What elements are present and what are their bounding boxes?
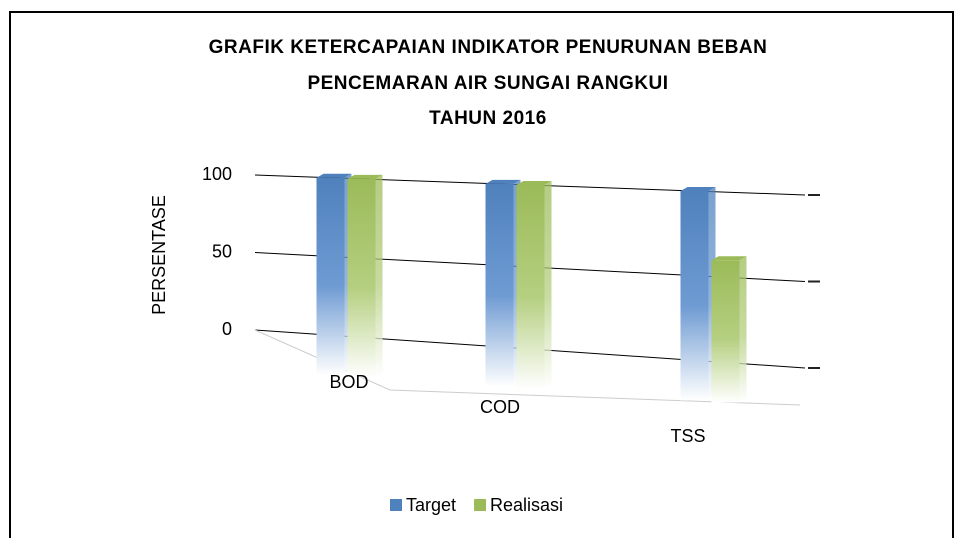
bar-top <box>680 186 716 191</box>
legend-swatch <box>390 499 402 511</box>
bar-front <box>680 190 709 401</box>
legend-swatch <box>474 499 487 511</box>
bar <box>711 256 747 403</box>
bar-side <box>375 174 383 378</box>
chart-title: PENCEMARAN AIR SUNGAI RANGKUI <box>307 73 668 94</box>
chart-title: GRAFIK KETERCAPAIAN INDIKATOR PENURUNAN … <box>209 37 768 58</box>
bar-top <box>711 256 747 261</box>
bar-front <box>711 260 740 403</box>
x-tick-label: BOD <box>329 372 368 392</box>
bar-side <box>739 256 747 403</box>
bar-front <box>485 183 514 387</box>
bar-top <box>316 173 352 178</box>
bar-front <box>316 177 345 376</box>
bar <box>680 186 716 401</box>
legend-label: Realisasi <box>490 495 563 515</box>
x-tick-label: COD <box>480 397 520 417</box>
bar <box>485 179 521 387</box>
bar-side <box>544 181 552 390</box>
frame <box>9 11 954 538</box>
bar-front <box>516 185 545 390</box>
bar-front <box>347 178 376 378</box>
bar <box>316 173 352 376</box>
y-tick-label: 50 <box>212 241 232 261</box>
floor <box>254 329 801 406</box>
bar-top <box>347 174 383 179</box>
y-tick-label: 0 <box>222 319 232 339</box>
y-axis-label: PERSENTASE <box>149 195 169 315</box>
legend-label: Target <box>406 495 456 515</box>
bar <box>516 181 552 390</box>
chart-title: TAHUN 2016 <box>429 108 547 129</box>
x-tick-label: TSS <box>670 426 705 446</box>
bar-top <box>485 179 521 184</box>
bar <box>347 174 383 378</box>
y-tick-label: 100 <box>202 164 232 184</box>
bar-top <box>516 181 552 186</box>
